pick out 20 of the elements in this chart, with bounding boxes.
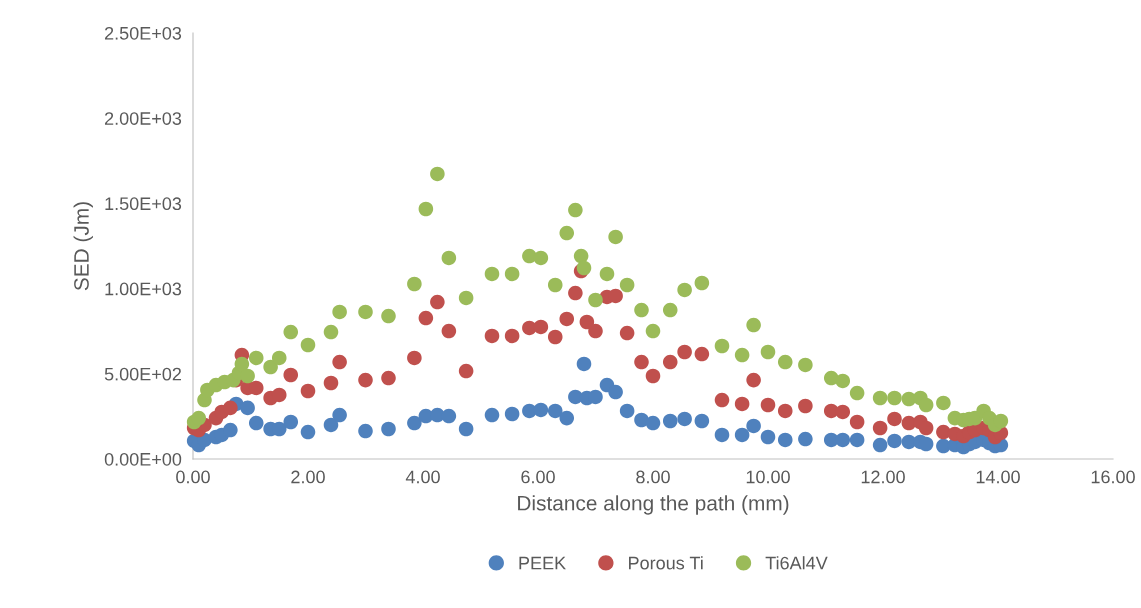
legend-label: PEEK <box>519 556 566 570</box>
x-tick-label: 4.00 <box>405 470 440 484</box>
y-axis-title: SED (Jm) <box>73 202 93 291</box>
y-tick-label: 1.00E+03 <box>105 282 182 296</box>
y-tick-label: 1.50E+03 <box>105 197 182 211</box>
y-tick-label: 0.00E+00 <box>104 452 182 466</box>
legend-label: Ti6Al4V <box>765 556 828 570</box>
x-tick-label: 8.00 <box>636 470 670 484</box>
legend-label: Porous Ti <box>629 556 703 570</box>
x-tick-label: 12.00 <box>861 470 905 484</box>
x-axis-title: Distance along the path (mm) <box>518 495 789 515</box>
y-tick-label: 2.50E+03 <box>104 26 182 40</box>
y-tick-label: 5.00E+02 <box>104 367 181 381</box>
x-tick-label: 6.00 <box>521 470 555 484</box>
x-tick-label: 2.00 <box>291 470 325 484</box>
y-tick-label: 2.00E+03 <box>104 112 182 125</box>
x-tick-label: 14.00 <box>976 470 1020 484</box>
x-tick-label: 16.00 <box>1091 470 1135 484</box>
x-tick-label: 0.00 <box>176 470 210 484</box>
x-tick-label: 10.00 <box>746 470 790 484</box>
